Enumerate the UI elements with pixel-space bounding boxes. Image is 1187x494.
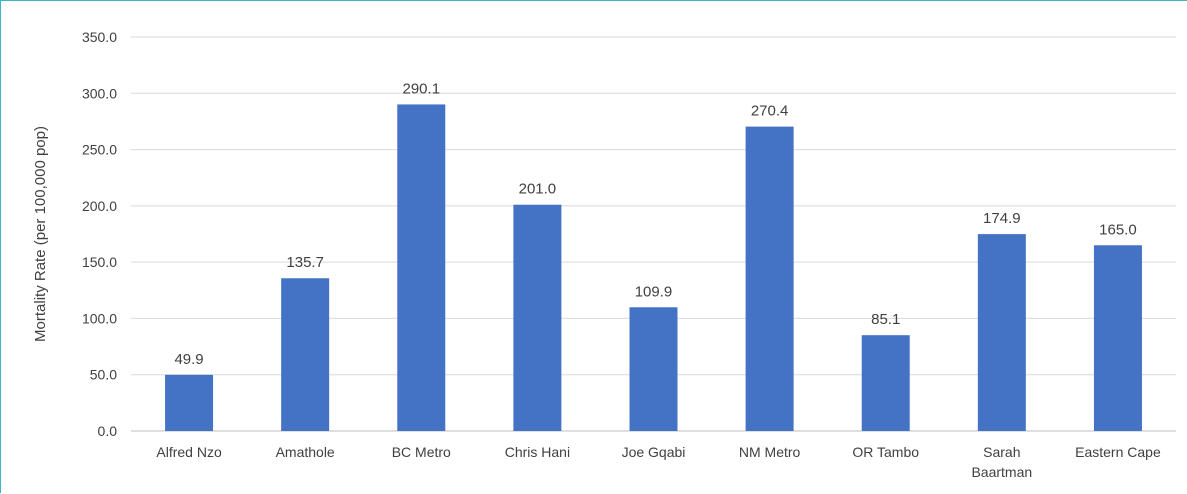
data-label: 174.9 bbox=[983, 210, 1021, 227]
y-tick-label: 150.0 bbox=[82, 254, 117, 270]
bar bbox=[1093, 245, 1142, 431]
bar bbox=[629, 307, 678, 431]
data-label: 290.1 bbox=[403, 80, 441, 97]
data-label: 165.0 bbox=[1099, 221, 1137, 238]
data-label: 135.7 bbox=[286, 254, 324, 271]
x-tick-label: Chris Hani bbox=[505, 444, 570, 460]
x-tick-label: NM Metro bbox=[739, 444, 801, 460]
y-tick-label: 0.0 bbox=[98, 423, 118, 439]
data-label: 270.4 bbox=[751, 103, 789, 120]
y-axis: 0.0 50.0 100.0 150.0 200.0 250.0 300.0 350.0 bbox=[82, 29, 117, 439]
y-tick-label: 200.0 bbox=[82, 198, 117, 214]
x-tick-label: Sarah Baartman bbox=[971, 444, 1032, 480]
y-tick-label: 100.0 bbox=[82, 310, 117, 326]
x-tick-label: Amathole bbox=[276, 444, 335, 460]
data-label: 85.1 bbox=[871, 311, 900, 328]
bar bbox=[397, 104, 446, 431]
x-tick-label: Alfred Nzo bbox=[156, 444, 222, 460]
bar bbox=[165, 374, 214, 431]
data-label: 109.9 bbox=[635, 283, 673, 300]
y-axis-title: Mortality Rate (per 100,000 pop) bbox=[32, 126, 49, 342]
data-labels: 49.9 135.7 290.1 201.0 109.9 270.4 85.1 174.9 16… bbox=[174, 80, 1136, 367]
y-tick-label: 350.0 bbox=[82, 29, 117, 45]
bars bbox=[165, 104, 1142, 431]
x-tick-label: OR Tambo bbox=[852, 444, 919, 460]
x-tick-label: BC Metro bbox=[392, 444, 451, 460]
y-tick-label: 250.0 bbox=[82, 142, 117, 158]
x-axis: Alfred Nzo Amathole BC Metro Chris Hani Joe … bbox=[156, 444, 1161, 480]
x-tick-label: Eastern Cape bbox=[1075, 444, 1161, 460]
data-label: 201.0 bbox=[519, 181, 557, 198]
bar bbox=[861, 335, 910, 431]
x-tick-label: Joe Gqabi bbox=[622, 444, 686, 460]
y-tick-label: 300.0 bbox=[82, 85, 117, 101]
bar bbox=[745, 126, 794, 431]
bar bbox=[513, 204, 562, 431]
data-label: 49.9 bbox=[174, 351, 203, 368]
bar bbox=[977, 234, 1026, 431]
y-tick-label: 50.0 bbox=[90, 367, 117, 383]
bar bbox=[281, 278, 330, 431]
